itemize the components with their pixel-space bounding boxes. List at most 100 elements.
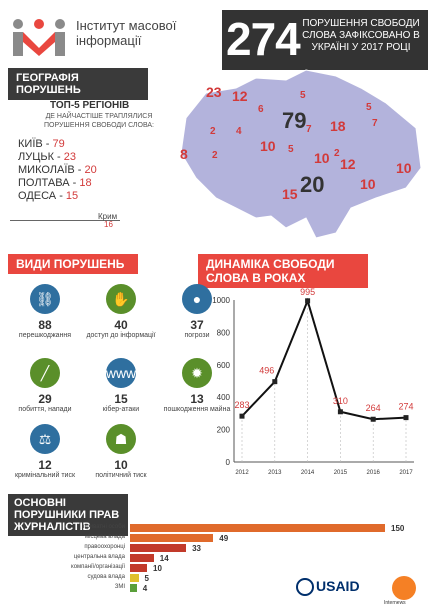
violation-type-item: ╱ 29 побиття, напади [10,358,80,414]
types-header: Види порушень [8,254,138,274]
violation-type-label: побиття, напади [18,406,72,413]
violation-type-value: 40 [114,318,128,332]
internews-logo-icon [392,576,416,600]
violation-type-item: ⛓ 88 перешкоджання [10,284,80,340]
data-point [305,298,311,304]
violation-type-label: погрози [184,332,210,339]
data-label: 283 [234,400,249,410]
usaid-logo: USAID [316,578,360,594]
violation-type-value: 29 [38,392,52,406]
top5-title: ТОП-5 регіонів [50,100,130,111]
map-value: 5 [366,102,372,113]
violation-type-value: 13 [190,392,204,406]
org-name: Інститут масової інформації [76,18,186,48]
data-point [403,415,409,421]
violation-type-item: ☗ 10 політичний тиск [86,424,156,480]
data-label: 310 [333,396,348,406]
map-value: 2 [334,148,340,159]
series-line [241,297,407,421]
violation-type-label: кримінальний тиск [14,472,76,479]
x-tick-label: 2013 [268,470,282,476]
map-value: 4 [236,126,242,137]
violators-header: Основні порушники прав журналістів [8,494,128,536]
violation-type-label: політичний тиск [95,472,147,479]
x-tick-label: 2014 [301,470,315,476]
y-tick-label: 600 [217,361,231,370]
violator-bar [130,554,154,562]
violator-value: 33 [192,544,201,553]
violator-label: правоохоронці [84,544,125,550]
violator-bar [130,544,187,552]
data-label: 995 [300,287,315,297]
map-value: 23 [206,84,222,100]
violator-value: 49 [219,534,229,543]
x-tick-label: 2016 [367,470,381,476]
violator-bar [130,574,139,582]
map-value: 7 [306,124,312,135]
imi-logo [13,19,65,56]
headline-number: 274 [226,13,301,65]
violation-type-value: 12 [38,458,52,472]
violator-label: центральна влада [73,554,125,560]
map-value-kyiv: 79 [282,108,307,133]
map-value: 2 [212,150,218,161]
data-label: 274 [398,402,413,412]
violation-type-label: перешкоджання [18,332,72,339]
violator-bar [130,534,214,542]
violation-type-item: ✹ 13 пошкодження майна [162,358,232,414]
headline-text: порушення свободи слова зафіксовано в Ук… [302,18,420,53]
x-tick-label: 2012 [235,470,249,476]
region-item: Миколаїв - 20 [18,164,97,176]
violation-type-value: 88 [38,318,52,332]
map-value: 10 [314,150,330,166]
map-value: 10 [396,160,412,176]
violator-value: 14 [159,554,169,563]
map-value: 15 [282,186,298,202]
y-tick-label: 200 [217,426,231,435]
data-point [337,409,343,415]
internews-label: Internews [384,600,406,606]
data-label: 496 [259,366,274,376]
map-value: 2 [210,126,216,137]
dynamics-chart: 0 200 400 600 800 1000 2012 2013 2014 2015 2016 201… [212,287,414,476]
usaid-seal-icon [296,578,314,596]
violator-bar [130,564,147,572]
violator-label: судова влада [87,574,126,580]
violation-type-label: кібер-атаки [102,406,140,413]
data-point [239,413,245,419]
y-tick-label: 400 [217,393,231,402]
region-item: Київ - 79 [18,138,65,150]
x-tick-label: 2017 [399,470,413,476]
top5-subtitle: де найчастіше траплялися порушення свобо… [43,113,154,129]
org-name-line1: Інститут масової [76,18,177,33]
violator-value: 5 [144,574,149,583]
dynamics-header: Динаміка свободи слова в роках [198,254,368,288]
violation-type-item: ● 37 погрози [162,284,232,340]
data-point [272,379,278,385]
map-value: 12 [232,88,248,104]
scales-icon: ⚖ [30,424,60,454]
violator-value: 10 [153,564,162,573]
map-value: 10 [360,176,376,192]
crimea-value: 16 [104,220,113,229]
data-point [370,416,376,422]
violator-bar [130,524,385,532]
violator-value: 150 [391,524,405,533]
baseball-bat-icon: ╱ [30,358,60,388]
fire-icon: ✹ [182,358,212,388]
crimea-line [10,220,120,221]
violator-label: компанії/організації [71,564,125,570]
region-item: Одеса - 15 [18,190,79,202]
ukraine-map [180,69,422,239]
y-tick-label: 800 [217,328,231,337]
politician-icon: ☗ [106,424,136,454]
y-tick-label: 0 [226,458,231,467]
violation-type-item: www 15 кібер-атаки [86,358,156,414]
map-value: 6 [258,104,264,115]
x-tick-label: 2015 [334,470,348,476]
violation-type-value: 37 [190,318,204,332]
org-name-line2: інформації [76,33,142,48]
map-value: 12 [340,156,356,172]
region-item: Полтава - 18 [18,177,92,189]
handcuffs-icon: ⛓ [30,284,60,314]
